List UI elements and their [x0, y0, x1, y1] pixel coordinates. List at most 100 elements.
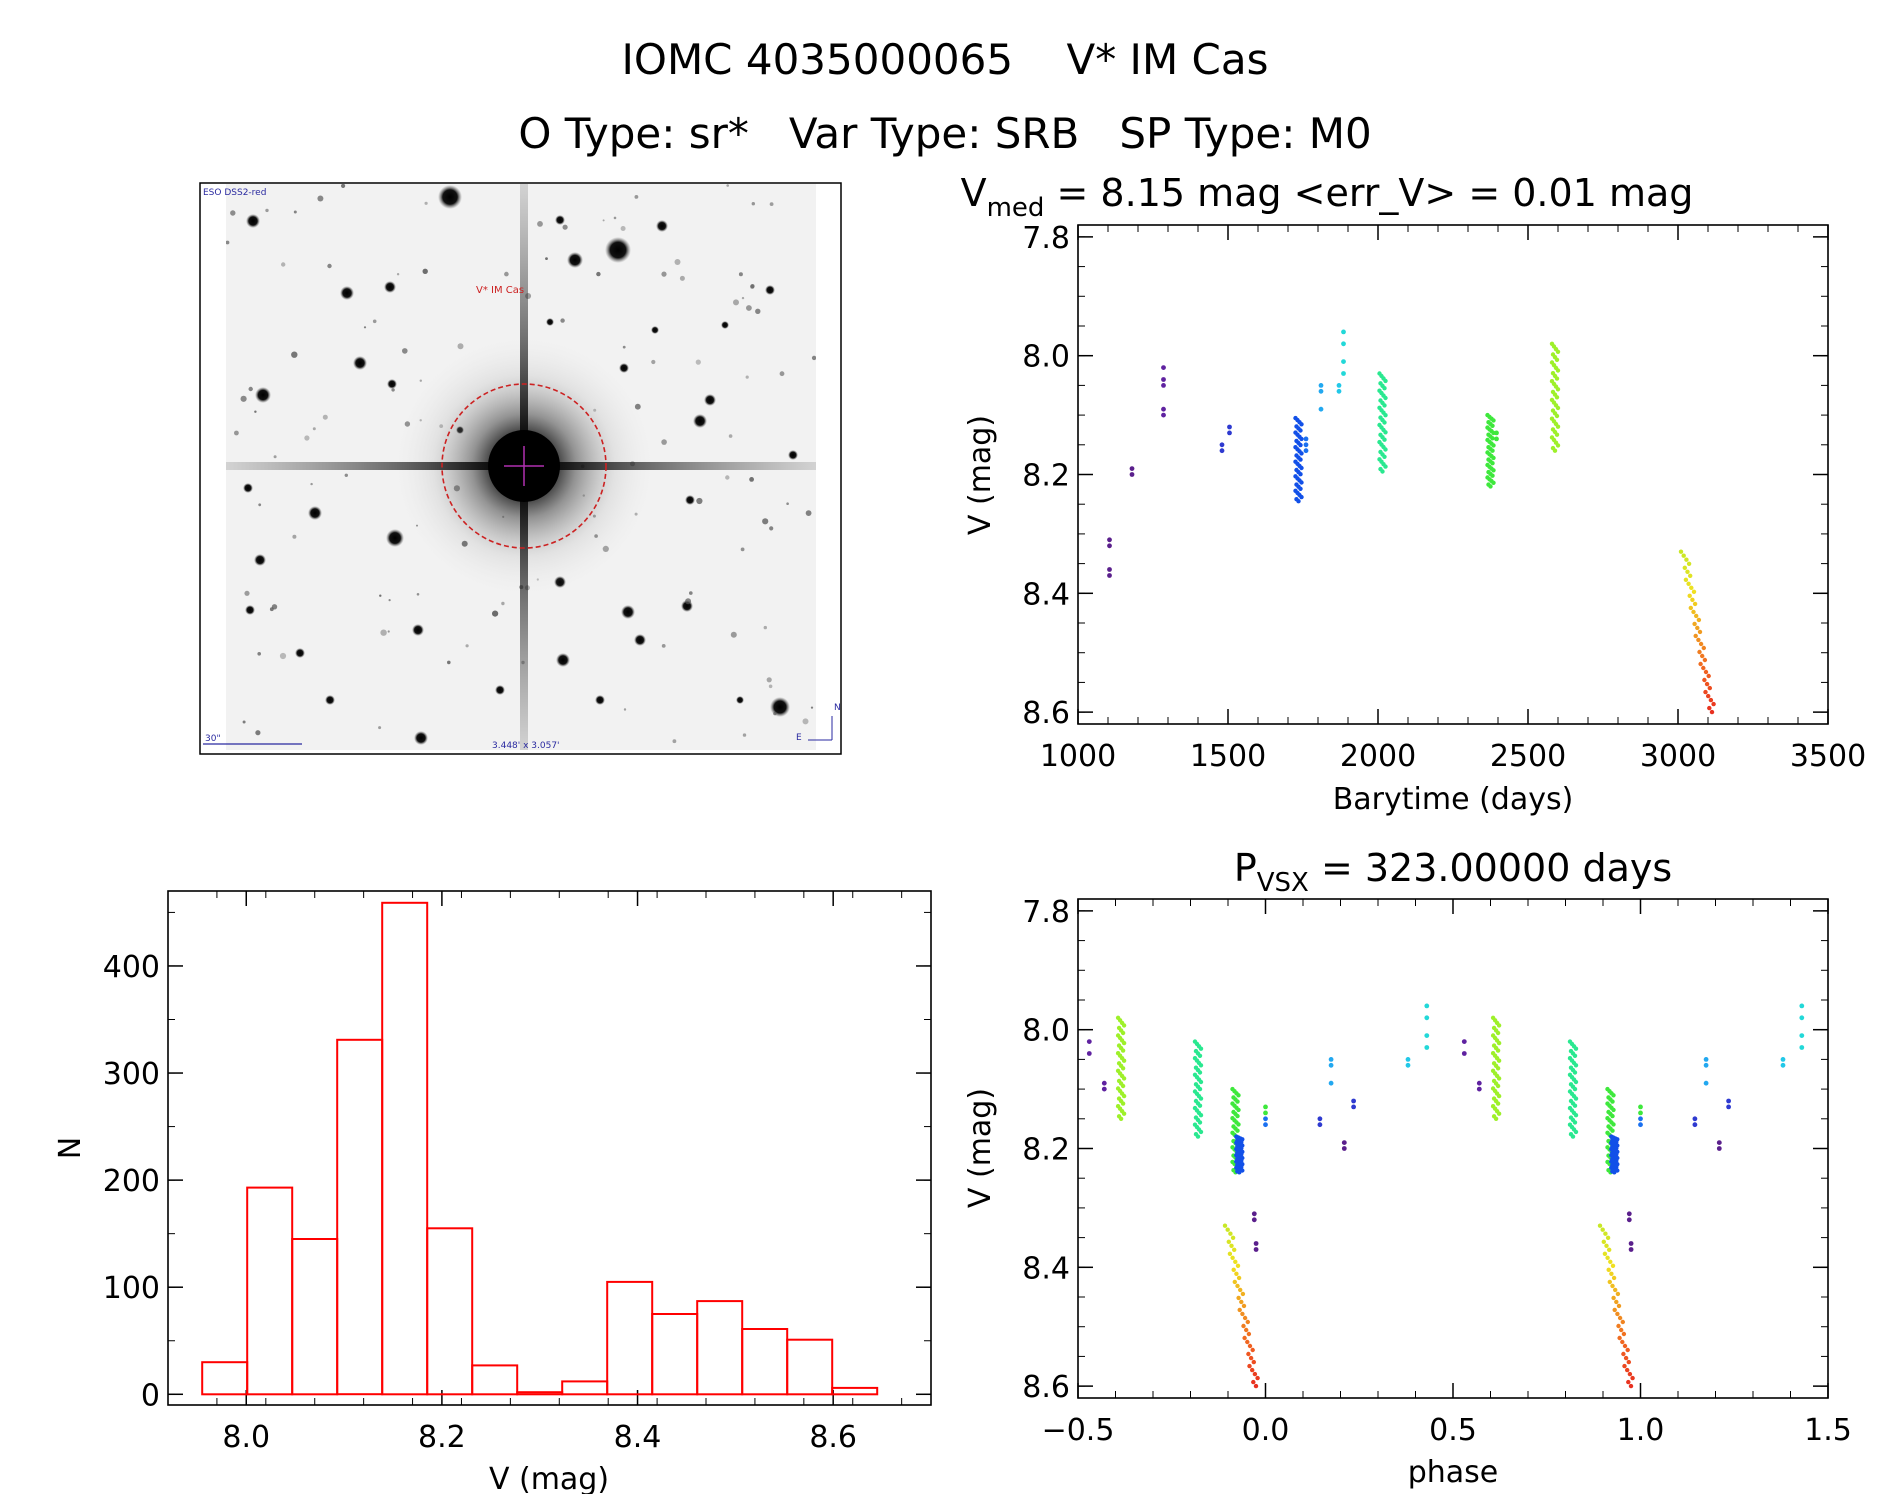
- data-point: [1696, 637, 1701, 643]
- data-point: [1703, 689, 1708, 695]
- field-star: [257, 652, 262, 656]
- data-point: [1616, 1303, 1622, 1309]
- east-label: E: [796, 733, 802, 743]
- data-point: [1638, 1104, 1643, 1110]
- hist-ticks-ytick-label: 100: [103, 1271, 160, 1306]
- data-point: [1241, 1323, 1246, 1329]
- field-star: [243, 483, 253, 493]
- data-point: [1229, 1243, 1234, 1249]
- data-point: [1341, 329, 1346, 335]
- data-point: [1702, 677, 1707, 683]
- page-subtitle: O Type: sr* Var Type: SRB SP Type: M0: [518, 109, 1371, 158]
- data-point: [1687, 593, 1692, 598]
- field-star: [504, 271, 509, 277]
- data-point: [1625, 1347, 1630, 1353]
- field-star: [465, 644, 469, 648]
- data-point: [1611, 1093, 1616, 1098]
- field-star: [674, 259, 681, 265]
- data-point: [1263, 1122, 1268, 1128]
- data-point: [1121, 1058, 1127, 1063]
- data-point: [1237, 1307, 1242, 1313]
- lightcurve-xlabel: Barytime (days): [1333, 782, 1574, 817]
- ph-ticks-xtick-label: 0.5: [1429, 1413, 1477, 1448]
- data-point: [1239, 1299, 1244, 1305]
- data-point: [1610, 1099, 1615, 1104]
- data-point: [1490, 461, 1495, 466]
- data-point: [1495, 1101, 1501, 1106]
- ph-ticks-ytick-label: 8.2: [1022, 1133, 1070, 1168]
- ph-ticks-ytick-label: 8.4: [1022, 1251, 1070, 1286]
- data-point: [1693, 633, 1698, 639]
- data-point: [1683, 577, 1689, 582]
- field-star: [661, 271, 667, 277]
- data-point: [1698, 661, 1703, 667]
- data-point: [1245, 1339, 1250, 1345]
- histogram-bar: [336, 1038, 384, 1396]
- data-point: [1198, 1079, 1204, 1085]
- data-point: [1496, 1093, 1502, 1099]
- field-star: [560, 318, 565, 323]
- field-star: [304, 435, 310, 441]
- data-point: [1107, 543, 1112, 549]
- data-point: [1299, 451, 1304, 456]
- data-point: [1382, 403, 1387, 408]
- data-point: [1573, 1096, 1579, 1101]
- data-point: [1604, 1243, 1609, 1249]
- hist-ticks-ytick-label: 400: [103, 950, 160, 985]
- data-point: [1382, 386, 1387, 391]
- data-point: [1242, 1315, 1248, 1321]
- field-star: [613, 216, 617, 220]
- data-point: [1612, 1170, 1617, 1175]
- lc-ticks-xtick-label: 1500: [1190, 739, 1266, 774]
- data-point: [1698, 641, 1704, 647]
- data-point: [1614, 1299, 1619, 1305]
- field-star: [773, 711, 777, 716]
- data-point: [1695, 625, 1700, 631]
- data-point: [1621, 1331, 1627, 1337]
- data-point: [1328, 1080, 1334, 1086]
- data-point: [1424, 1003, 1430, 1009]
- field-star: [805, 510, 812, 516]
- field-star: [402, 348, 408, 354]
- lc-ticks-ytick-label: 7.8: [1022, 221, 1070, 256]
- data-point: [1198, 1063, 1204, 1068]
- data-point: [1686, 561, 1692, 566]
- field-star: [248, 386, 253, 392]
- field-star: [730, 631, 737, 638]
- data-point: [1616, 1323, 1621, 1329]
- field-star: [765, 285, 775, 295]
- hist-ticks-xtick-label: 8.4: [614, 1420, 662, 1455]
- data-point: [1619, 1327, 1624, 1333]
- data-point: [1617, 1335, 1622, 1341]
- data-point: [1351, 1104, 1356, 1110]
- data-point: [1780, 1062, 1786, 1068]
- finder-stars: [226, 184, 816, 745]
- data-point: [1263, 1110, 1268, 1116]
- data-point: [1251, 1217, 1257, 1223]
- data-point: [1495, 1066, 1501, 1071]
- histogram-bar: [696, 1300, 744, 1396]
- data-point: [1627, 1371, 1633, 1377]
- field-star: [695, 359, 701, 365]
- field-star: [770, 697, 790, 717]
- data-point: [1230, 1255, 1235, 1261]
- data-point: [1299, 465, 1304, 471]
- data-point: [1250, 1347, 1255, 1353]
- data-point: [1678, 549, 1684, 554]
- data-point: [1554, 395, 1560, 400]
- finder-image: V* IM Cas ESO DSS2-red 30" 3.448' x 3.05…: [199, 182, 842, 755]
- data-point: [1491, 480, 1496, 485]
- field-star: [292, 534, 297, 539]
- data-point: [1573, 1079, 1579, 1085]
- data-point: [1236, 1093, 1241, 1098]
- field-star: [246, 214, 260, 228]
- data-point: [1129, 466, 1135, 471]
- data-point: [1696, 617, 1702, 623]
- data-point: [1225, 1227, 1230, 1232]
- data-point: [1554, 357, 1560, 362]
- data-point: [1697, 629, 1703, 635]
- field-star: [696, 497, 703, 505]
- data-point: [1607, 1247, 1612, 1253]
- data-point: [1298, 457, 1303, 462]
